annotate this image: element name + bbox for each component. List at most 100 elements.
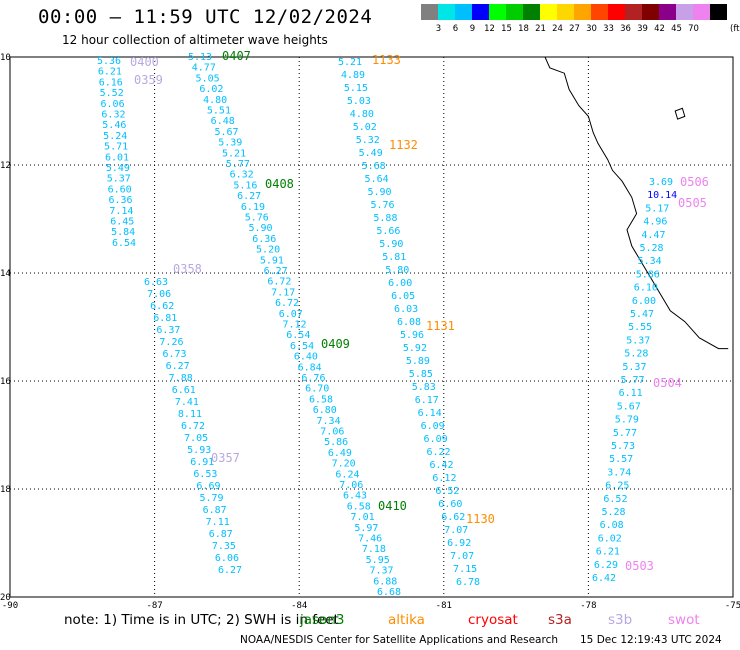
lat-tick-label: 10: [0, 53, 11, 63]
swh-value-label: 6.68: [377, 587, 401, 598]
map-subtitle: 12 hour collection of altimeter wave hei…: [62, 33, 328, 47]
swh-value-label: 7.07: [450, 551, 474, 562]
swh-value-label: 5.49: [359, 148, 383, 159]
swh-value-label: 5.21: [338, 57, 362, 68]
swh-value-label: 5.89: [406, 356, 430, 367]
legend-swatch: [710, 4, 727, 20]
swh-value-label: 5.86: [324, 437, 348, 448]
swh-value-label: 6.54: [112, 238, 136, 249]
legend-swatch: [557, 4, 574, 20]
swh-value-label: 7.01: [351, 512, 375, 523]
swh-value-label: 5.13: [188, 52, 212, 63]
swh-value-label: 6.63: [144, 277, 168, 288]
swh-value-label: 5.21: [222, 148, 246, 159]
lon-tick-label: -75: [725, 601, 740, 611]
pass-id-label: 0505: [678, 196, 707, 210]
swh-value-label: 6.78: [456, 577, 480, 588]
island: [674, 107, 686, 120]
satellite-key-cryosat: cryosat: [468, 612, 518, 628]
swh-value-label: 6.06: [215, 553, 239, 564]
swh-value-label: 5.17: [645, 203, 669, 214]
swh-value-label: 6.00: [632, 296, 656, 307]
swh-value-label: 5.52: [100, 88, 124, 99]
legend-tick-label: 12: [484, 24, 495, 34]
swh-value-label: 7.06: [320, 427, 344, 438]
swh-value-label: 5.37: [107, 174, 131, 185]
satellite-key-s3a: s3a: [548, 612, 572, 628]
swh-value-label: 6.72: [267, 277, 291, 288]
swh-value-label: 6.32: [101, 110, 125, 121]
swh-value-label: 6.21: [596, 547, 620, 558]
swh-value-label: 5.71: [104, 142, 128, 153]
pass-id-label: 1132: [389, 138, 418, 152]
legend-tick-label: 36: [620, 24, 631, 34]
swh-value-label: 6.40: [294, 352, 318, 363]
swh-value-label: 5.86: [636, 269, 660, 280]
swh-value-label: 6.27: [264, 266, 288, 277]
swh-value-label: 5.84: [111, 227, 135, 238]
swh-value-label: 5.76: [245, 213, 269, 224]
swh-value-label: 5.93: [187, 445, 211, 456]
swh-value-label: 3.74: [607, 467, 631, 478]
pass-id-label: 0408: [265, 177, 294, 191]
swh-value-label: 5.76: [370, 200, 394, 211]
swh-value-label: 4.96: [643, 217, 667, 228]
swh-value-label: 6.27: [166, 361, 190, 372]
swh-value-label: 7.35: [212, 541, 236, 552]
swh-value-label: 7.41: [175, 397, 199, 408]
swh-value-label: 7.26: [159, 337, 183, 348]
swh-value-label: 7.07: [444, 525, 468, 536]
pass-id-label: 0410: [378, 499, 407, 513]
swh-value-label: 6.61: [172, 385, 196, 396]
swh-value-label: 6.48: [211, 116, 235, 127]
swh-value-label: 6.62: [150, 301, 174, 312]
swh-value-label: 6.22: [427, 447, 451, 458]
swh-value-label: 6.45: [110, 217, 134, 228]
legend-swatch: [421, 4, 438, 20]
legend-swatch: [625, 4, 642, 20]
swh-value-label: 6.03: [394, 304, 418, 315]
map-frame: [9, 56, 734, 598]
lat-tick-label: 12: [0, 161, 11, 171]
swh-value-label: 6.19: [241, 202, 265, 213]
coastline: [544, 56, 729, 350]
swh-value-label: 6.53: [193, 469, 217, 480]
swh-value-label: 6.05: [391, 291, 415, 302]
legend-tick-label: 39: [637, 24, 648, 34]
lat-tick-label: 18: [0, 485, 11, 495]
swh-value-label: 5.34: [638, 256, 662, 267]
swh-value-label: 5.03: [347, 96, 371, 107]
swh-value-label: 6.11: [619, 388, 643, 399]
swh-value-label: 7.88: [169, 373, 193, 384]
swh-value-label: 6.92: [447, 538, 471, 549]
pass-id-label: 0504: [653, 376, 682, 390]
swh-value-label: 7.34: [317, 416, 341, 427]
swh-value-label: 6.87: [209, 529, 233, 540]
swh-value-label: 5.49: [106, 163, 130, 174]
footer-generated-date: 15 Dec 12:19:43 UTC 2024: [580, 634, 722, 646]
lon-tick-label: -90: [2, 601, 18, 611]
swh-value-label: 5.79: [615, 415, 639, 426]
pass-id-label: 0503: [625, 559, 654, 573]
swh-value-label: 6.54: [286, 330, 310, 341]
swh-value-label: 6.87: [203, 505, 227, 516]
legend-tick-label: 24: [552, 24, 563, 34]
swh-value-label: 5.83: [412, 382, 436, 393]
swh-value-label: 5.02: [353, 122, 377, 133]
pass-id-label: 0400: [130, 55, 159, 69]
swh-value-label: 5.80: [385, 265, 409, 276]
swh-value-label: 10.14: [647, 190, 677, 201]
swh-value-label: 5.68: [362, 161, 386, 172]
swh-value-label: 5.77: [621, 375, 645, 386]
swh-value-label: 5.47: [630, 309, 654, 320]
swh-value-label: 5.15: [344, 83, 368, 94]
pass-id-label: 0506: [680, 175, 709, 189]
swh-value-label: 6.17: [415, 395, 439, 406]
swh-value-label: 5.24: [103, 131, 127, 142]
swh-value-label: 4.47: [641, 230, 665, 241]
swh-value-label: 6.36: [108, 195, 132, 206]
legend-tick-label: 3: [435, 24, 442, 34]
swh-value-label: 6.16: [99, 77, 123, 88]
swh-value-label: 6.72: [275, 298, 299, 309]
